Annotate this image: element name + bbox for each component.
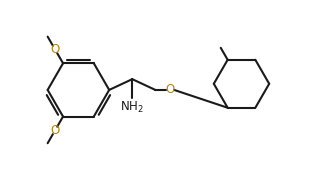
- Text: O: O: [50, 43, 60, 56]
- Text: O: O: [50, 124, 60, 137]
- Text: O: O: [165, 84, 175, 96]
- Text: NH$_2$: NH$_2$: [120, 100, 144, 115]
